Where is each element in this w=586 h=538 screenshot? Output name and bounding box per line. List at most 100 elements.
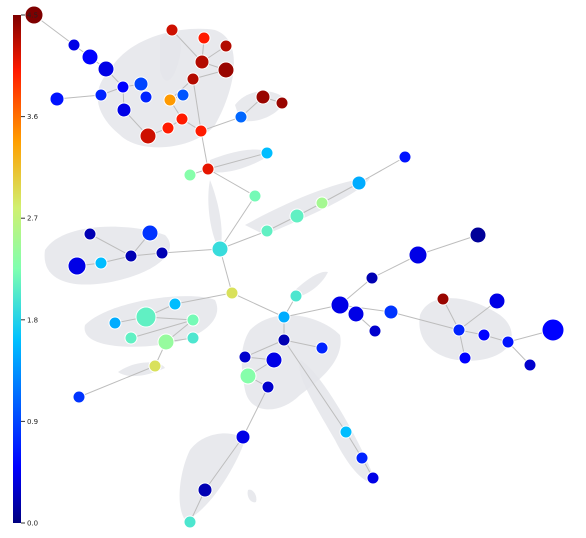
graph-node[interactable] bbox=[165, 23, 179, 37]
graph-node[interactable] bbox=[94, 88, 108, 102]
graph-node[interactable] bbox=[541, 318, 565, 342]
graph-node[interactable] bbox=[289, 289, 303, 303]
graph-node[interactable] bbox=[108, 316, 122, 330]
colorbar-tick-label: 4.5 bbox=[27, 12, 38, 20]
graph-node[interactable] bbox=[339, 425, 353, 439]
graph-node[interactable] bbox=[436, 292, 450, 306]
graph-node[interactable] bbox=[194, 124, 208, 138]
colorbar-tick-label: 1.8 bbox=[27, 316, 38, 324]
graph-node[interactable] bbox=[255, 89, 271, 105]
graph-edge bbox=[244, 339, 285, 358]
graph-node[interactable] bbox=[523, 358, 537, 372]
graph-node[interactable] bbox=[366, 471, 380, 485]
graph-node[interactable] bbox=[217, 61, 235, 79]
graph-node[interactable] bbox=[161, 121, 175, 135]
graph-node[interactable] bbox=[488, 292, 506, 310]
graph-node[interactable] bbox=[261, 380, 275, 394]
graph-node[interactable] bbox=[368, 324, 382, 338]
graph-node[interactable] bbox=[201, 162, 215, 176]
graph-node[interactable] bbox=[194, 54, 210, 70]
colorbar-tick-label: 0.0 bbox=[27, 520, 38, 528]
graph-node[interactable] bbox=[183, 168, 197, 182]
graph-node[interactable] bbox=[398, 150, 412, 164]
graph-node[interactable] bbox=[139, 90, 153, 104]
graph-node[interactable] bbox=[289, 208, 305, 224]
graph-node[interactable] bbox=[211, 240, 229, 258]
graph-node[interactable] bbox=[116, 80, 130, 94]
graph-node[interactable] bbox=[186, 313, 200, 327]
graph-node[interactable] bbox=[315, 341, 329, 355]
cluster-region bbox=[160, 32, 181, 81]
graph-node[interactable] bbox=[148, 359, 162, 373]
graph-node[interactable] bbox=[225, 286, 239, 300]
graph-node[interactable] bbox=[277, 310, 291, 324]
graph-node[interactable] bbox=[347, 305, 365, 323]
graph-edge bbox=[78, 365, 156, 398]
cluster-region bbox=[210, 149, 270, 173]
graph-edge bbox=[283, 304, 341, 318]
graph-node[interactable] bbox=[163, 93, 177, 107]
graph-node[interactable] bbox=[94, 256, 108, 270]
graph-node[interactable] bbox=[452, 323, 466, 337]
cluster-region bbox=[419, 298, 512, 361]
graph-node[interactable] bbox=[275, 96, 289, 110]
colorbar-ticks: 4.5 3.6 2.7 1.8 0.9 0.0 bbox=[21, 12, 39, 528]
graph-node[interactable] bbox=[139, 127, 157, 145]
colorbar-tick-label: 2.7 bbox=[27, 215, 38, 223]
graph-node[interactable] bbox=[365, 271, 379, 285]
graph-node[interactable] bbox=[260, 146, 274, 160]
graph-node[interactable] bbox=[133, 76, 149, 92]
cluster-region bbox=[247, 489, 257, 503]
graph-node[interactable] bbox=[141, 224, 159, 242]
graph-node[interactable] bbox=[97, 60, 115, 78]
graph-edge bbox=[174, 292, 233, 305]
graph-edge bbox=[283, 339, 347, 433]
graph-node[interactable] bbox=[72, 390, 86, 404]
graph-node[interactable] bbox=[135, 306, 157, 328]
graph-node[interactable] bbox=[355, 451, 369, 465]
colorbar-gradient bbox=[13, 15, 21, 523]
graph-node[interactable] bbox=[183, 515, 197, 529]
graph-node[interactable] bbox=[277, 333, 291, 347]
graph-node[interactable] bbox=[248, 189, 262, 203]
graph-edge bbox=[207, 152, 268, 170]
graph-node[interactable] bbox=[351, 175, 367, 191]
graph-node[interactable] bbox=[197, 482, 213, 498]
graph-node[interactable] bbox=[239, 367, 257, 385]
graph-node[interactable] bbox=[168, 297, 182, 311]
graph-node[interactable] bbox=[469, 226, 487, 244]
graph-node[interactable] bbox=[83, 227, 97, 241]
graph-node[interactable] bbox=[157, 333, 175, 351]
graph-node[interactable] bbox=[330, 295, 350, 315]
graph-node[interactable] bbox=[408, 245, 428, 265]
graph-node[interactable] bbox=[477, 328, 491, 342]
graph-node[interactable] bbox=[175, 112, 189, 126]
graph-node[interactable] bbox=[186, 331, 200, 345]
graph-node[interactable] bbox=[81, 48, 99, 66]
graph-node[interactable] bbox=[234, 110, 248, 124]
graph-node[interactable] bbox=[265, 351, 283, 369]
graph-node[interactable] bbox=[67, 256, 87, 276]
nodes bbox=[24, 5, 565, 529]
graph-node[interactable] bbox=[383, 304, 399, 320]
graph-node[interactable] bbox=[458, 351, 472, 365]
graph-edge bbox=[192, 78, 202, 132]
graph-edge bbox=[358, 156, 406, 184]
graph-node[interactable] bbox=[219, 39, 233, 53]
graph-node[interactable] bbox=[260, 224, 274, 238]
graph-node[interactable] bbox=[49, 91, 65, 107]
graph-node[interactable] bbox=[176, 88, 190, 102]
graph-node[interactable] bbox=[67, 38, 81, 52]
graph-node[interactable] bbox=[501, 335, 515, 349]
graph-node[interactable] bbox=[186, 72, 200, 86]
graph-node[interactable] bbox=[197, 31, 211, 45]
graph-node[interactable] bbox=[238, 350, 252, 364]
graph-node[interactable] bbox=[155, 246, 169, 260]
graph-node[interactable] bbox=[124, 331, 138, 345]
cluster-region bbox=[235, 91, 285, 122]
graph-node[interactable] bbox=[124, 249, 138, 263]
graph-node[interactable] bbox=[116, 102, 132, 118]
graph-node[interactable] bbox=[235, 429, 251, 445]
graph-node[interactable] bbox=[315, 196, 329, 210]
